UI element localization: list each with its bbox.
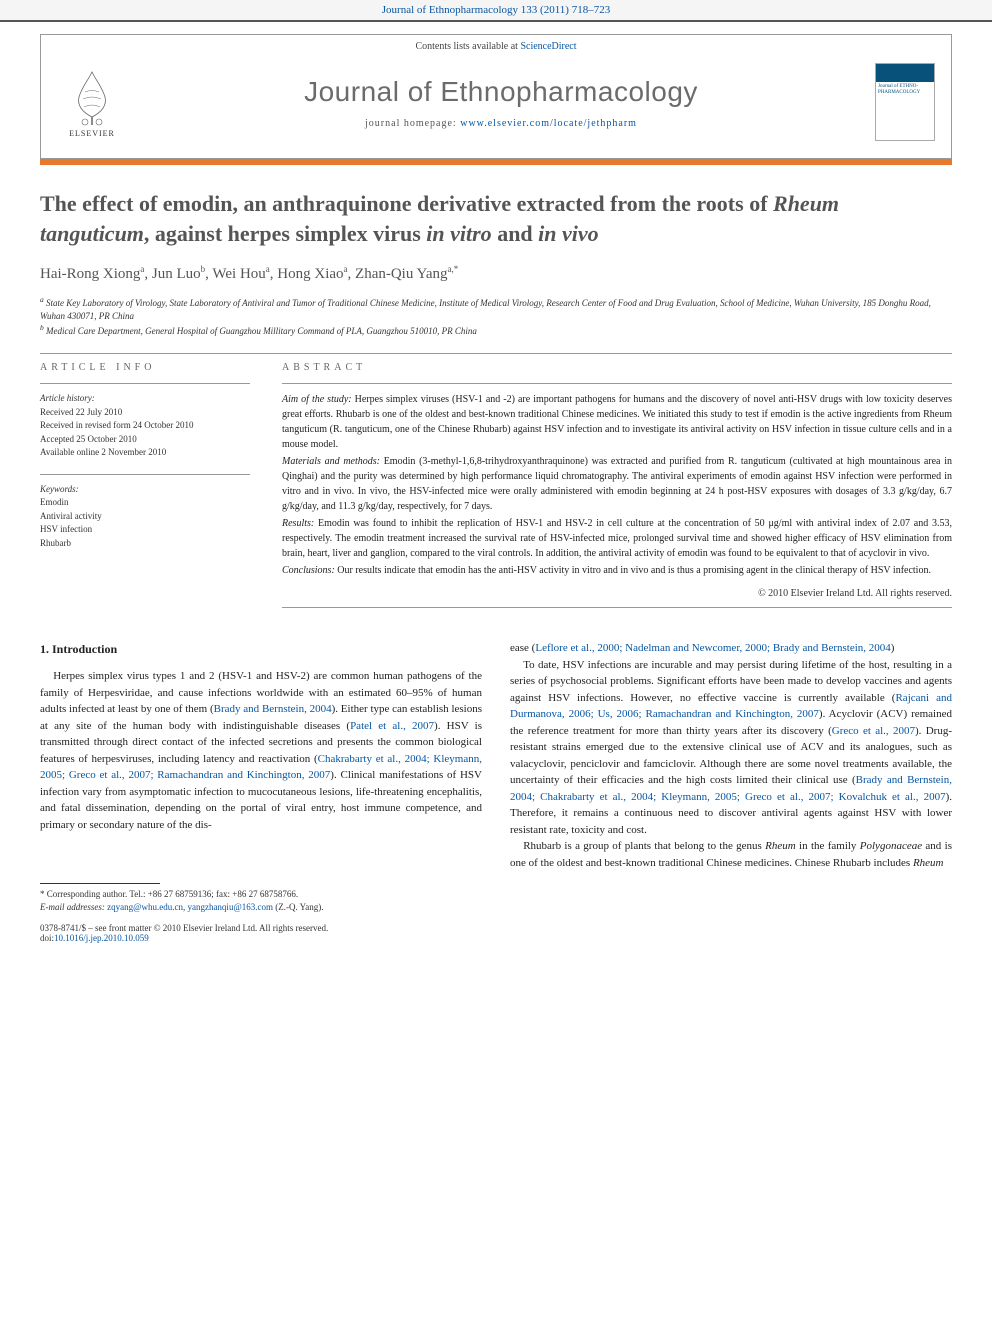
contents-available: Contents lists available at ScienceDirec… [41,35,951,54]
abstract-column: ABSTRACT Aim of the study: Herpes simple… [282,362,952,616]
elsevier-logo: ELSEVIER [57,62,127,142]
article-history: Article history: Received 22 July 2010 R… [40,392,250,460]
homepage-link[interactable]: www.elsevier.com/locate/jethpharm [460,118,637,129]
citation-link[interactable]: Patel et al., 2007 [350,720,434,732]
elsevier-tree-icon [67,67,117,127]
paragraph: Herpes simplex virus types 1 and 2 (HSV-… [40,668,482,833]
article-info-label: ARTICLE INFO [40,362,250,373]
article-info-column: ARTICLE INFO Article history: Received 2… [40,362,250,616]
journal-cover-thumb: Journal of ETHNO-PHARMACOLOGY [875,63,935,141]
article-title: The effect of emodin, an anthraquinone d… [40,189,952,248]
email-link[interactable]: zqyang@whu.edu.cn [107,902,183,912]
elsevier-text: ELSEVIER [69,129,115,138]
keywords-block: Keywords: Emodin Antiviral activity HSV … [40,483,250,551]
affiliations: a State Key Laboratory of Virology, Stat… [40,295,952,337]
citation-text: Journal of Ethnopharmacology 133 (2011) … [382,4,610,16]
journal-name: Journal of Ethnopharmacology [127,76,875,108]
journal-center: Journal of Ethnopharmacology journal hom… [127,76,875,129]
right-column: ease (Leflore et al., 2000; Nadelman and… [510,640,952,871]
paragraph: ease (Leflore et al., 2000; Nadelman and… [510,640,952,657]
affiliation-b: b Medical Care Department, General Hospi… [40,323,952,338]
citation-link[interactable]: Brady and Bernstein, 2004 [214,703,332,715]
issn-copyright: 0378-8741/$ – see front matter © 2010 El… [40,923,952,933]
footnote-rule [40,883,160,884]
article-header: The effect of emodin, an anthraquinone d… [0,165,992,616]
doi-link[interactable]: 10.1016/j.jep.2010.10.059 [54,933,149,943]
citation-link[interactable]: Leflore et al., 2000; Nadelman and Newco… [535,642,890,654]
corresponding-author: * Corresponding author. Tel.: +86 27 687… [40,888,952,913]
affiliation-a: a State Key Laboratory of Virology, Stat… [40,295,952,322]
section-heading-intro: 1. Introduction [40,640,482,658]
abstract-copyright: © 2010 Elsevier Ireland Ltd. All rights … [282,588,952,599]
running-header: Journal of Ethnopharmacology 133 (2011) … [0,0,992,22]
author-list: Hai-Rong Xionga, Jun Luob, Wei Houa, Hon… [40,264,952,283]
footer: * Corresponding author. Tel.: +86 27 687… [0,871,992,963]
email-link[interactable]: yangzhanqiu@163.com [187,902,273,912]
left-column: 1. Introduction Herpes simplex virus typ… [40,640,482,871]
doi-line: doi:10.1016/j.jep.2010.10.059 [40,933,952,943]
citation-link[interactable]: Greco et al., 2007 [832,725,915,737]
info-abstract-row: ARTICLE INFO Article history: Received 2… [40,362,952,616]
masthead-main: ELSEVIER Journal of Ethnopharmacology jo… [41,54,951,158]
abstract-label: ABSTRACT [282,362,952,373]
paragraph: To date, HSV infections are incurable an… [510,657,952,839]
sciencedirect-link[interactable]: ScienceDirect [520,41,576,52]
paragraph: Rhubarb is a group of plants that belong… [510,838,952,871]
divider [40,353,952,354]
journal-homepage: journal homepage: www.elsevier.com/locat… [127,118,875,129]
body-columns: 1. Introduction Herpes simplex virus typ… [0,640,992,871]
masthead-box: Contents lists available at ScienceDirec… [40,34,952,159]
abstract-text: Aim of the study: Herpes simplex viruses… [282,392,952,578]
